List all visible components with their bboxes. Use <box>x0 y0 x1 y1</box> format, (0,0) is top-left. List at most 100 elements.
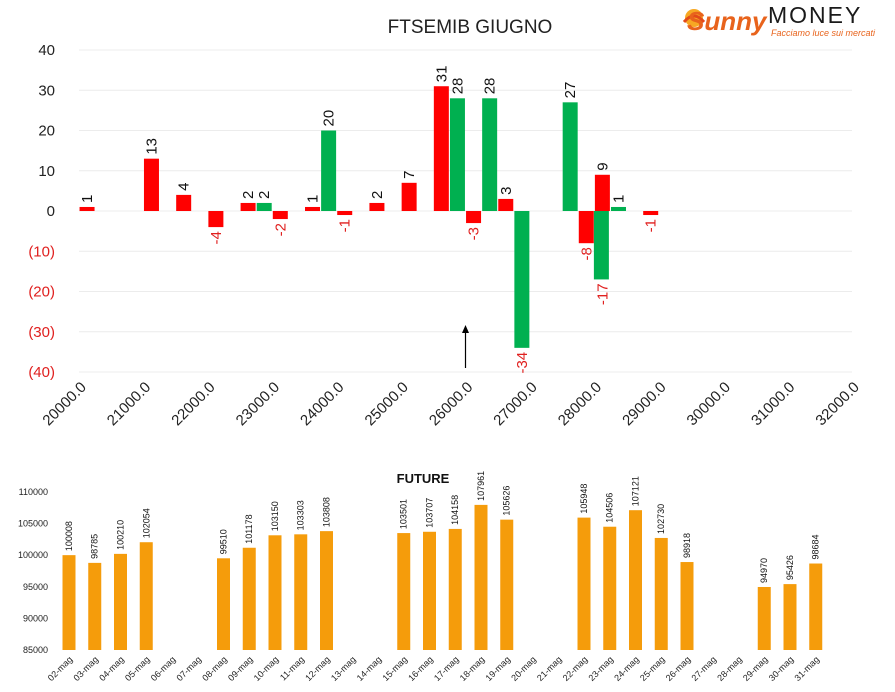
future-y-tick-label: 85000 <box>23 645 48 655</box>
bar-red <box>498 198 514 211</box>
future-bar-data-label: 105948 <box>579 484 589 514</box>
future-x-tick-label: 10-mag <box>252 654 281 683</box>
future-bar-data-label: 99510 <box>219 529 229 554</box>
future-bar-data-label: 102730 <box>656 504 666 534</box>
future-x-tick-label: 26-mag <box>664 654 693 683</box>
bar-data-label: 31 <box>433 66 450 83</box>
future-bar-data-label: 107961 <box>476 471 486 501</box>
bar-red <box>240 202 256 211</box>
bar-data-label: 9 <box>594 162 611 170</box>
logo-brand-word: MONEY <box>768 2 862 28</box>
bar-red <box>369 202 385 211</box>
future-bar <box>268 535 282 650</box>
bar-data-label: 1 <box>610 195 627 203</box>
future-x-tick-label: 30-mag <box>767 654 796 683</box>
future-bar-data-label: 107121 <box>631 476 641 506</box>
future-bar <box>397 533 411 650</box>
bar-data-label: -1 <box>643 219 660 232</box>
future-x-tick-label: 06-mag <box>149 654 178 683</box>
future-x-tick-label: 19-mag <box>484 654 513 683</box>
future-bar <box>88 562 102 650</box>
future-y-tick-label: 100000 <box>18 550 48 560</box>
future-bar <box>242 547 256 650</box>
bar-data-label: -34 <box>514 352 531 374</box>
bar-data-label: 3 <box>498 187 515 195</box>
future-y-tick-label: 90000 <box>23 613 48 623</box>
sun-icon <box>682 9 706 27</box>
future-y-tick-label: 105000 <box>18 519 48 529</box>
chart-title: FTSEMIB GIUGNO <box>388 17 553 38</box>
bar-data-label: 27 <box>562 82 579 99</box>
logo-brand-script: Sunny <box>687 6 768 36</box>
future-bar <box>423 531 436 650</box>
future-x-tick-label: 15-mag <box>381 654 410 683</box>
future-bar <box>114 553 127 650</box>
future-y-tick-label: 110000 <box>19 487 48 497</box>
y-tick-label: 10 <box>38 163 55 180</box>
arrow-head <box>462 325 469 333</box>
future-x-tick-label: 11-mag <box>278 654 306 682</box>
future-bar <box>603 526 617 650</box>
bar-red <box>305 206 321 211</box>
future-bar-data-label: 103808 <box>322 497 332 527</box>
future-x-tick-label: 02-mag <box>46 654 75 683</box>
future-bar-data-label: 98684 <box>811 534 821 559</box>
y-tick-label: (30) <box>28 324 55 341</box>
bar-green <box>256 202 272 211</box>
bar-data-label: 4 <box>176 183 193 191</box>
future-bar-data-label: 103501 <box>399 499 409 529</box>
future-x-tick-label: 18-mag <box>458 654 487 683</box>
bar-red <box>401 182 417 211</box>
logo-tagline: Facciamo luce sui mercati <box>771 28 876 38</box>
y-tick-label: 0 <box>47 203 55 220</box>
future-x-tick-label: 17-mag <box>432 654 461 683</box>
future-bar-data-label: 105626 <box>502 486 512 516</box>
future-bar <box>577 517 591 650</box>
future-x-tick-label: 29-mag <box>741 654 770 683</box>
future-bar <box>139 542 153 650</box>
future-bar <box>654 537 668 650</box>
future-bar-data-label: 98785 <box>90 534 100 559</box>
future-bar <box>217 558 230 650</box>
bar-data-label: 1 <box>305 195 322 203</box>
bar-green <box>514 211 530 348</box>
future-bar <box>500 519 514 650</box>
future-bar-data-label: 101178 <box>244 514 254 543</box>
y-tick-label: (10) <box>28 243 55 260</box>
future-x-tick-label: 07-mag <box>175 654 204 683</box>
bar-data-label: -2 <box>272 223 289 236</box>
future-x-tick-label: 14-mag <box>355 654 384 683</box>
bar-data-label: -8 <box>578 247 595 260</box>
future-bar <box>680 562 694 650</box>
future-x-tick-label: 31-mag <box>793 654 822 683</box>
y-tick-label: 20 <box>38 123 55 140</box>
future-bar-data-label: 103707 <box>425 498 435 528</box>
bar-data-label: 13 <box>143 138 160 155</box>
bar-data-label: 7 <box>401 170 418 178</box>
bar-green <box>610 206 626 211</box>
future-x-tick-label: 21-mag <box>535 654 564 683</box>
future-bar <box>757 586 771 650</box>
future-bar-data-label: 103150 <box>270 501 280 531</box>
future-bar <box>62 555 76 650</box>
bar-red <box>578 211 594 244</box>
future-x-tick-label: 08-mag <box>200 654 229 683</box>
bar-data-label: -3 <box>466 227 483 240</box>
future-bar-data-label: 104158 <box>450 495 460 525</box>
future-x-tick-label: 12-mag <box>303 654 332 683</box>
future-bar <box>474 504 488 650</box>
future-bar-data-label: 103303 <box>296 500 306 530</box>
bar-red <box>594 174 610 211</box>
bar-data-label: 2 <box>256 191 273 199</box>
future-x-tick-label: 13-mag <box>329 654 358 683</box>
bar-green <box>482 98 498 211</box>
y-tick-label: 30 <box>38 82 55 99</box>
bar-red <box>208 211 224 228</box>
bar-green <box>321 130 337 211</box>
future-bar-data-label: 98918 <box>682 533 692 558</box>
future-bar <box>809 563 823 650</box>
future-x-tick-label: 24-mag <box>612 654 641 683</box>
future-x-tick-label: 22-mag <box>561 654 590 683</box>
future-x-tick-label: 25-mag <box>638 654 667 683</box>
future-bar <box>448 528 462 650</box>
